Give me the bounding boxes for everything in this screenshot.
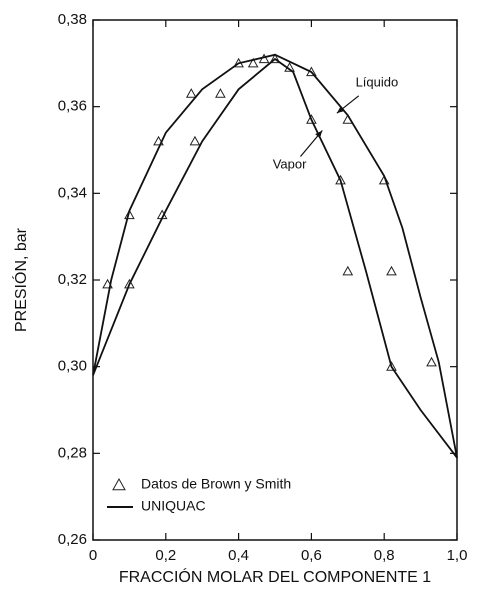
y-tick-label: 0,30 — [58, 358, 87, 375]
annotation: Líquido — [356, 74, 399, 89]
x-axis-label: FRACCIÓN MOLAR DEL COMPONENTE 1 — [119, 567, 431, 586]
y-tick-label: 0,26 — [58, 531, 87, 548]
data-point — [247, 57, 259, 68]
arrow-head — [336, 106, 345, 114]
x-tick-label: 0,8 — [374, 547, 395, 564]
x-tick-label: 0,4 — [228, 547, 249, 564]
y-tick-label: 0,36 — [58, 98, 87, 115]
annotation: Vapor — [273, 157, 307, 172]
x-tick-label: 1,0 — [447, 547, 468, 564]
data-point — [189, 135, 201, 146]
data-point — [426, 356, 437, 367]
data-point — [386, 265, 397, 276]
y-tick-label: 0,38 — [58, 11, 87, 28]
uniquac-line — [92, 53, 458, 459]
x-tick-label: 0 — [89, 547, 97, 564]
y-tick-label: 0,28 — [58, 444, 87, 461]
arrow-head — [315, 130, 323, 139]
x-tick-label: 0,2 — [155, 547, 176, 564]
y-tick-label: 0,34 — [58, 184, 87, 201]
data-point — [215, 88, 226, 98]
legend-label: Datos de Brown y Smith — [141, 476, 291, 492]
legend-label: UNIQUAC — [141, 498, 206, 514]
data-point — [185, 88, 197, 98]
y-axis-label: PRESIÓN, bar — [11, 227, 30, 332]
plot-frame — [92, 19, 458, 541]
y-tick-label: 0,32 — [58, 271, 87, 288]
legend-marker — [112, 477, 126, 491]
x-tick-label: 0,6 — [301, 547, 322, 564]
data-point — [342, 265, 354, 276]
